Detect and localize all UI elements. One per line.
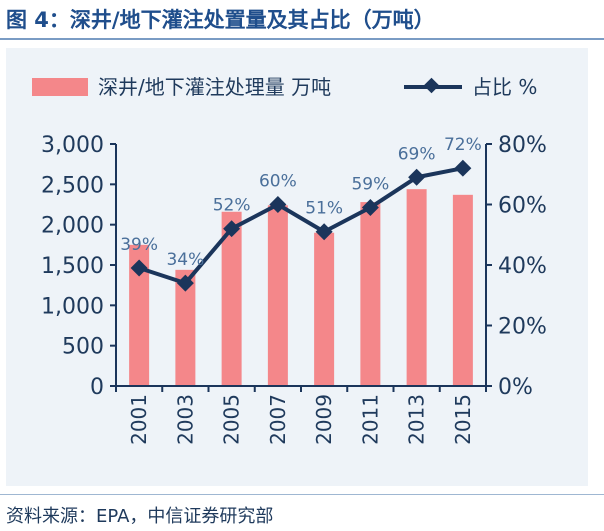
- chart-legend: 深井/地下灌注处理量 万吨 占比 %: [32, 75, 537, 99]
- line-series: [130, 159, 472, 292]
- legend-label-bar: 深井/地下灌注处理量 万吨: [98, 75, 331, 99]
- x-tick-label: 2009: [312, 394, 336, 445]
- x-tick-label: 2015: [451, 394, 475, 445]
- share-point-2007: [269, 196, 287, 213]
- bar-2007: [267, 205, 288, 386]
- bar-series: [129, 189, 473, 386]
- bar-2009: [314, 232, 335, 386]
- y-left-tick-label: 2,000: [41, 214, 104, 239]
- combo-chart: 深井/地下灌注处理量 万吨 占比 % 0 500 1,000 1,500 2,000 2,5…: [32, 75, 547, 445]
- y-left-tick-label: 2,500: [41, 173, 104, 198]
- y-right-tick-label: 0%: [498, 375, 533, 400]
- title-divider: [0, 38, 604, 40]
- share-point-2011: [361, 199, 379, 217]
- share-point-2009: [315, 223, 333, 241]
- legend-marker: [423, 77, 440, 94]
- bar-2013: [406, 189, 427, 386]
- bar-2005: [221, 211, 242, 386]
- share-label-2011: 59%: [351, 175, 389, 195]
- data-labels: 39% 34% 52% 60% 51% 59% 69% 72%: [120, 135, 482, 270]
- bar-2011: [360, 202, 381, 386]
- y-right-tick-label: 80%: [498, 133, 547, 158]
- legend-label-line: 占比 %: [472, 75, 537, 99]
- x-tick-label: 2007: [266, 394, 290, 445]
- share-point-2013: [408, 168, 426, 186]
- share-point-2003: [176, 274, 194, 292]
- x-tick-label: 2003: [173, 394, 197, 445]
- source-note: 资料来源：EPA，中信证券研究部: [6, 506, 274, 527]
- x-tick-label: 2005: [220, 394, 244, 445]
- chart-panel: 深井/地下灌注处理量 万吨 占比 % 0 500 1,000 1,500 2,000 2,5…: [6, 48, 588, 486]
- y-right-tick-label: 20%: [498, 315, 547, 340]
- y-left-tick-label: 500: [62, 335, 104, 360]
- share-label-2005: 52%: [213, 196, 251, 216]
- figure-title: 图 4：深井/地下灌注处置量及其占比（万吨）: [6, 8, 435, 32]
- y-left-tick-label: 1,500: [41, 254, 104, 279]
- legend-swatch-bar: [32, 78, 88, 96]
- share-point-2005: [223, 220, 241, 238]
- share-label-2001: 39%: [120, 235, 158, 255]
- share-label-2013: 69%: [398, 144, 436, 164]
- y-left-tick-label: 0: [90, 375, 104, 400]
- share-label-2003: 34%: [166, 250, 204, 270]
- x-tick-label: 2013: [405, 394, 429, 445]
- bar-2001: [129, 244, 150, 386]
- share-label-2009: 51%: [305, 199, 343, 219]
- bar-2003: [175, 269, 196, 386]
- x-tick-label: 2011: [358, 394, 382, 445]
- chart-axes: 0 500 1,000 1,500 2,000 2,500 3,000 0% 20% 40% 60%…: [41, 133, 547, 445]
- share-label-2015: 72%: [444, 135, 482, 155]
- x-tick-label: 2001: [127, 394, 151, 445]
- share-line: [138, 166, 464, 286]
- share-point-2015: [454, 159, 472, 177]
- bar-2015: [452, 194, 473, 386]
- y-left-tick-label: 3,000: [41, 133, 104, 158]
- source-divider: [0, 494, 604, 495]
- y-right-tick-label: 60%: [498, 194, 547, 219]
- y-left-tick-label: 1,000: [41, 294, 104, 319]
- share-label-2007: 60%: [259, 172, 297, 192]
- y-right-tick-label: 40%: [498, 254, 547, 279]
